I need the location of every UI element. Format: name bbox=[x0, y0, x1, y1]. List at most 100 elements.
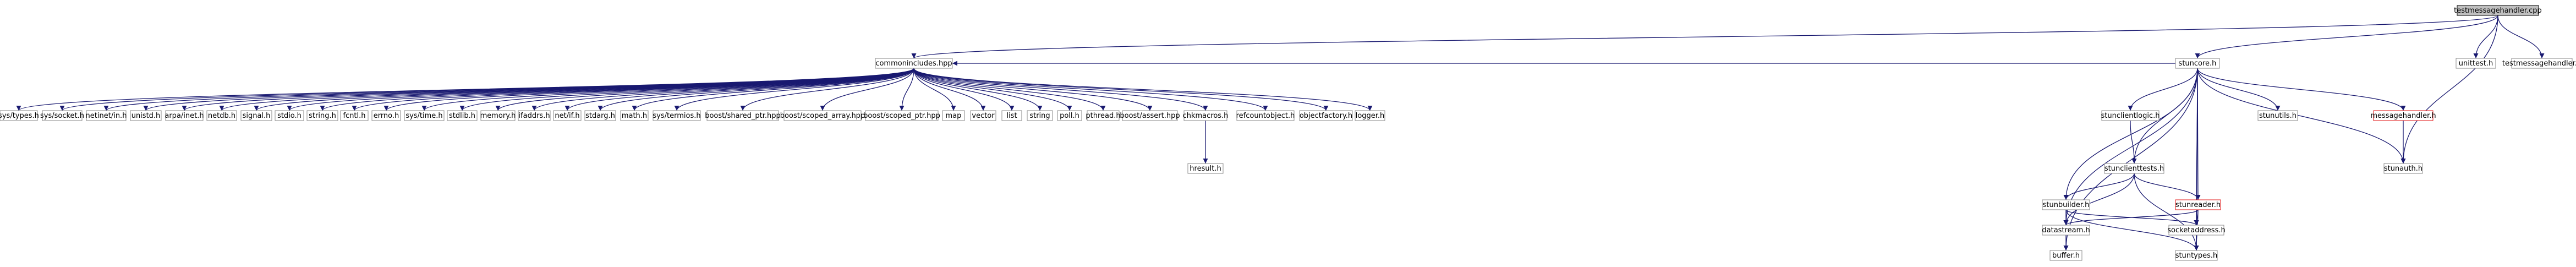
node-box[interactable] bbox=[2101, 110, 2160, 121]
node-box[interactable] bbox=[2456, 58, 2496, 69]
node-chkmacros-h[interactable]: chkmacros.h bbox=[1183, 110, 1229, 121]
node-string-h[interactable]: string.h bbox=[306, 110, 338, 121]
node-box[interactable] bbox=[1236, 110, 1295, 121]
node-commonincludes-hpp[interactable]: commonincludes.hpp bbox=[875, 58, 953, 69]
node-stuntypes-h[interactable]: stuntypes.h bbox=[2175, 250, 2218, 261]
node-box[interactable] bbox=[1183, 110, 1227, 121]
node-box[interactable] bbox=[2383, 163, 2423, 174]
node-net-if-h[interactable]: net/if.h bbox=[553, 110, 582, 121]
node-box[interactable] bbox=[130, 110, 162, 121]
node-errno-h[interactable]: errno.h bbox=[371, 110, 401, 121]
node-box[interactable] bbox=[1187, 163, 1224, 174]
node-box[interactable] bbox=[2511, 58, 2573, 69]
node-box[interactable] bbox=[165, 110, 204, 121]
node-box[interactable] bbox=[371, 110, 401, 121]
node-vector[interactable]: vector bbox=[970, 110, 996, 121]
node-box[interactable] bbox=[206, 110, 237, 121]
node-box[interactable] bbox=[2257, 110, 2298, 121]
node-buffer-h[interactable]: buffer.h bbox=[2049, 250, 2082, 261]
node-socketaddress-h[interactable]: socketaddress.h bbox=[2167, 225, 2226, 236]
node-box[interactable] bbox=[2042, 199, 2090, 210]
node-stdarg-h[interactable]: stdarg.h bbox=[584, 110, 616, 121]
node-logger-h[interactable]: logger.h bbox=[1355, 110, 1385, 121]
node-box[interactable] bbox=[404, 110, 445, 121]
node-poll-h[interactable]: poll.h bbox=[1057, 110, 1082, 121]
node-map[interactable]: map bbox=[942, 110, 965, 121]
node-hresult-h[interactable]: hresult.h bbox=[1187, 163, 1224, 174]
node-sys-types-h[interactable]: sys/types.h bbox=[0, 110, 39, 121]
node-stunauth-h[interactable]: stunauth.h bbox=[2383, 163, 2423, 174]
node-box[interactable] bbox=[2104, 163, 2164, 174]
node-boost-scoped-array-hpp[interactable]: boost/scoped_array.hpp bbox=[780, 110, 865, 121]
node-netinet-in-h[interactable]: netinet/in.h bbox=[86, 110, 127, 121]
node-box[interactable] bbox=[2175, 58, 2220, 69]
node-box[interactable] bbox=[865, 110, 939, 121]
node-pthread-h[interactable]: pthread.h bbox=[1086, 110, 1121, 121]
node-box[interactable] bbox=[240, 110, 272, 121]
node-box[interactable] bbox=[2175, 199, 2221, 210]
node-box[interactable] bbox=[275, 110, 304, 121]
node-testmessagehandler-cpp[interactable]: testmessagehandler.cpp bbox=[2454, 5, 2542, 16]
node-stdlib-h[interactable]: stdlib.h bbox=[447, 110, 478, 121]
node-box[interactable] bbox=[942, 110, 965, 121]
node-stunreader-h[interactable]: stunreader.h bbox=[2175, 199, 2221, 210]
node-box[interactable] bbox=[783, 110, 862, 121]
node-box[interactable] bbox=[340, 110, 369, 121]
node-box[interactable] bbox=[970, 110, 996, 121]
node-box[interactable] bbox=[480, 110, 516, 121]
node-box[interactable] bbox=[875, 58, 953, 69]
node-sys-termios-h[interactable]: sys/termios.h bbox=[653, 110, 701, 121]
node-box[interactable] bbox=[2042, 225, 2090, 236]
node-list[interactable]: list bbox=[1001, 110, 1022, 121]
node-boost-assert-hpp[interactable]: boost/assert.hpp bbox=[1120, 110, 1180, 121]
node-box[interactable] bbox=[306, 110, 338, 121]
node-arpa-inet-h[interactable]: arpa/inet.h bbox=[165, 110, 204, 121]
node-unittest-h[interactable]: unittest.h bbox=[2456, 58, 2496, 69]
node-box[interactable] bbox=[2175, 250, 2218, 261]
node-stunclienttests-h[interactable]: stunclienttests.h bbox=[2104, 163, 2164, 174]
node-box[interactable] bbox=[653, 110, 701, 121]
node-box[interactable] bbox=[447, 110, 478, 121]
node-stunbuilder-h[interactable]: stunbuilder.h bbox=[2042, 199, 2090, 210]
node-box[interactable] bbox=[1027, 110, 1053, 121]
node-stdio-h[interactable]: stdio.h bbox=[275, 110, 304, 121]
node-boost-scoped-ptr-hpp[interactable]: boost/scoped_ptr.hpp bbox=[863, 110, 940, 121]
node-ifaddrs-h[interactable]: ifaddrs.h bbox=[518, 110, 551, 121]
node-box[interactable] bbox=[706, 110, 779, 121]
node-box[interactable] bbox=[1001, 110, 1022, 121]
node-objectfactory-h[interactable]: objectfactory.h bbox=[1299, 110, 1353, 121]
node-box[interactable] bbox=[2457, 5, 2539, 16]
node-box[interactable] bbox=[42, 110, 83, 121]
node-box[interactable] bbox=[584, 110, 616, 121]
node-box[interactable] bbox=[2049, 250, 2082, 261]
node-box[interactable] bbox=[0, 110, 38, 121]
node-box[interactable] bbox=[553, 110, 582, 121]
node-box[interactable] bbox=[1057, 110, 1082, 121]
node-sys-time-h[interactable]: sys/time.h bbox=[404, 110, 445, 121]
node-box[interactable] bbox=[1087, 110, 1120, 121]
node-box[interactable] bbox=[620, 110, 649, 121]
node-sys-socket-h[interactable]: sys/socket.h bbox=[40, 110, 84, 121]
node-boost-shared-ptr-hpp[interactable]: boost/shared_ptr.hpp bbox=[705, 110, 781, 121]
node-box[interactable] bbox=[1355, 110, 1385, 121]
node-stunclientlogic-h[interactable]: stunclientlogic.h bbox=[2101, 110, 2160, 121]
node-box[interactable] bbox=[1299, 110, 1353, 121]
node-fcntl-h[interactable]: fcntl.h bbox=[340, 110, 369, 121]
node-box[interactable] bbox=[1122, 110, 1178, 121]
node-math-h[interactable]: math.h bbox=[620, 110, 649, 121]
node-messagehandler-h[interactable]: messagehandler.h bbox=[2370, 110, 2436, 121]
node-box[interactable] bbox=[518, 110, 551, 121]
node-box[interactable] bbox=[86, 110, 127, 121]
node-signal-h[interactable]: signal.h bbox=[240, 110, 272, 121]
node-string[interactable]: string bbox=[1027, 110, 1053, 121]
node-netdb-h[interactable]: netdb.h bbox=[206, 110, 237, 121]
node-testmessagehandler-h[interactable]: testmessagehandler.h bbox=[2502, 58, 2576, 69]
node-refcountobject-h[interactable]: refcountobject.h bbox=[1236, 110, 1295, 121]
node-memory-h[interactable]: memory.h bbox=[480, 110, 516, 121]
node-box[interactable] bbox=[2168, 225, 2224, 236]
node-datastream-h[interactable]: datastream.h bbox=[2042, 225, 2090, 236]
node-box[interactable] bbox=[2373, 110, 2434, 121]
node-unistd-h[interactable]: unistd.h bbox=[130, 110, 162, 121]
node-stuncore-h[interactable]: stuncore.h bbox=[2175, 58, 2220, 69]
node-stunutils-h[interactable]: stunutils.h bbox=[2257, 110, 2298, 121]
